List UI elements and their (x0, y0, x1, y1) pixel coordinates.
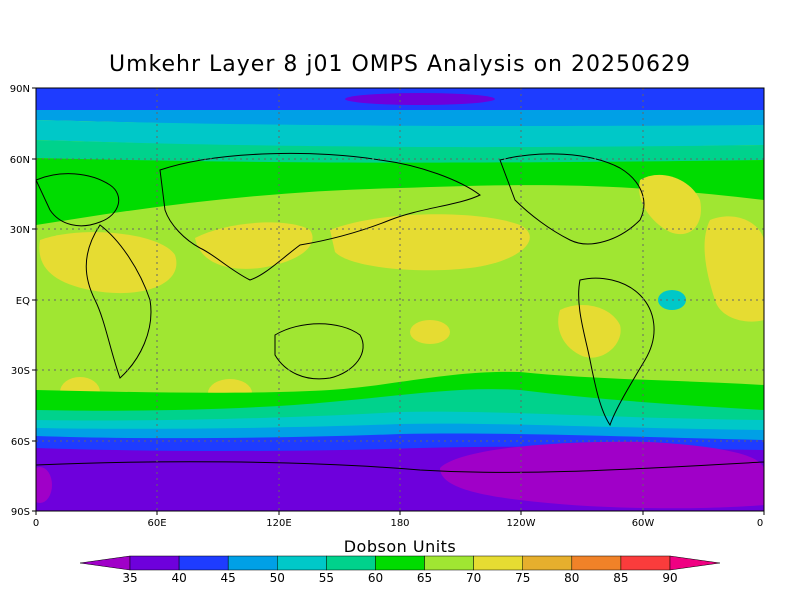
colorbar-tick-label: 45 (221, 571, 236, 585)
colorbar-title: Dobson Units (343, 537, 457, 556)
lon-label: 180 (390, 518, 409, 529)
colorbar-swatch (522, 555, 573, 571)
colorbar-swatch (227, 555, 278, 571)
colorbar-tick-label: 75 (515, 571, 530, 585)
lon-label: 120E (266, 518, 291, 529)
colorbar-swatch (129, 555, 180, 571)
colorbar-swatch (277, 555, 327, 571)
colorbar-tick-label: 70 (466, 571, 481, 585)
grid-lines (36, 88, 764, 511)
colorbar-tick-label: 50 (270, 571, 285, 585)
colorbar-tick-label: 90 (662, 571, 677, 585)
coastlines (36, 152, 764, 473)
colorbar-tick-label: 60 (368, 571, 383, 585)
colorbar-swatch (424, 555, 474, 571)
lon-label: 60W (632, 518, 655, 529)
colorbar-tick-label: 65 (417, 571, 432, 585)
lat-label: EQ (16, 296, 30, 307)
colorbar-tick-label: 40 (171, 571, 186, 585)
lat-label: 60S (11, 437, 30, 448)
colorbar-arrow-high (669, 555, 721, 571)
colorbar-tick-label: 55 (319, 571, 334, 585)
lon-label: 120W (507, 518, 536, 529)
colorbar: 35 40 45 50 55 60 65 70 75 80 85 90 (79, 555, 721, 585)
tick-marks (32, 87, 765, 515)
colorbar-swatch (375, 555, 425, 571)
map-title: Umkehr Layer 8 j01 OMPS Analysis on 2025… (109, 52, 691, 77)
lat-label: 90S (11, 507, 30, 518)
colorbar-swatch (178, 555, 229, 571)
lon-label: 0 (757, 518, 763, 529)
colorbar-swatch (326, 555, 376, 571)
lat-label: 30S (11, 366, 30, 377)
colorbar-swatch (473, 555, 523, 571)
colorbar-tick-label: 80 (564, 571, 579, 585)
lon-label: 0 (33, 518, 39, 529)
colorbar-swatch (571, 555, 622, 571)
lat-label: 30N (10, 225, 30, 236)
colorbar-tick-label: 85 (613, 571, 628, 585)
colorbar-arrow-low (79, 555, 131, 571)
colorbar-tick-label: 35 (122, 571, 137, 585)
lat-label: 60N (10, 155, 30, 166)
lat-label: 90N (10, 84, 30, 95)
colorbar-swatch (620, 555, 671, 571)
lon-label: 60E (147, 518, 166, 529)
